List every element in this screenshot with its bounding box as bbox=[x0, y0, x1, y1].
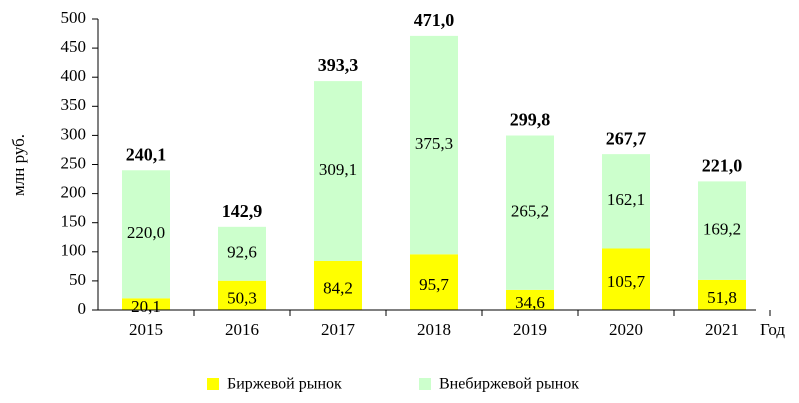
y-tick-label: 100 bbox=[61, 241, 87, 260]
bar-segment bbox=[122, 170, 170, 299]
bar-segment bbox=[218, 226, 266, 281]
bar-segment bbox=[314, 260, 362, 310]
total-label: 471,0 bbox=[414, 10, 455, 30]
bar-segment bbox=[506, 135, 554, 290]
x-tick-label: 2019 bbox=[513, 320, 547, 339]
y-tick-label: 50 bbox=[69, 270, 86, 289]
bar-segment bbox=[602, 248, 650, 310]
y-tick-label: 350 bbox=[61, 95, 87, 114]
x-tick-label: 2021 bbox=[705, 320, 739, 339]
value-label: 92,6 bbox=[227, 243, 257, 262]
legend-swatch bbox=[419, 378, 431, 390]
value-label: 84,2 bbox=[323, 278, 353, 297]
bar-segment bbox=[698, 279, 746, 310]
bar-segment bbox=[506, 289, 554, 310]
y-axis-label: млн руб. bbox=[9, 134, 28, 196]
x-tick-label: 2020 bbox=[609, 320, 643, 339]
total-label: 221,0 bbox=[702, 156, 743, 176]
bar-segment bbox=[698, 181, 746, 280]
bar-segment bbox=[410, 35, 458, 255]
legend-label: Внебиржевой рынок bbox=[439, 376, 579, 393]
bar-segment bbox=[122, 298, 170, 310]
bar-segment bbox=[602, 154, 650, 249]
value-label: 265,2 bbox=[511, 202, 549, 221]
total-label: 393,3 bbox=[318, 55, 359, 75]
value-label: 20,1 bbox=[131, 297, 161, 316]
total-label: 267,7 bbox=[606, 128, 647, 148]
y-tick-label: 450 bbox=[61, 37, 87, 56]
y-tick-label: 250 bbox=[61, 153, 87, 172]
x-tick-label: 2015 bbox=[129, 320, 163, 339]
value-label: 375,3 bbox=[415, 134, 453, 153]
y-tick-label: 500 bbox=[61, 8, 87, 27]
y-tick-label: 300 bbox=[61, 124, 87, 143]
value-label: 95,7 bbox=[419, 275, 449, 294]
total-label: 299,8 bbox=[510, 110, 551, 130]
y-tick-label: 400 bbox=[61, 66, 87, 85]
legend-swatch bbox=[207, 378, 219, 390]
x-tick-label: 2017 bbox=[321, 320, 356, 339]
value-label: 162,1 bbox=[607, 190, 645, 209]
y-tick-label: 150 bbox=[61, 212, 87, 231]
bar-segment bbox=[410, 254, 458, 310]
y-tick-label: 0 bbox=[78, 299, 87, 318]
x-tick-label: 2018 bbox=[417, 320, 451, 339]
y-tick-label: 200 bbox=[61, 183, 87, 202]
bar-segment bbox=[218, 280, 266, 310]
legend-label: Биржевой рынок bbox=[227, 376, 342, 393]
value-label: 34,6 bbox=[515, 293, 545, 312]
total-label: 142,9 bbox=[222, 201, 263, 221]
total-label: 240,1 bbox=[126, 144, 167, 164]
value-label: 105,7 bbox=[607, 272, 646, 291]
bar-segment bbox=[314, 81, 362, 261]
value-label: 50,3 bbox=[227, 288, 257, 307]
value-label: 309,1 bbox=[319, 160, 357, 179]
value-label: 51,8 bbox=[707, 288, 737, 307]
x-axis-label: Год bbox=[760, 320, 785, 339]
value-label: 220,0 bbox=[127, 223, 165, 242]
x-tick-label: 2016 bbox=[225, 320, 259, 339]
value-label: 169,2 bbox=[703, 220, 741, 239]
